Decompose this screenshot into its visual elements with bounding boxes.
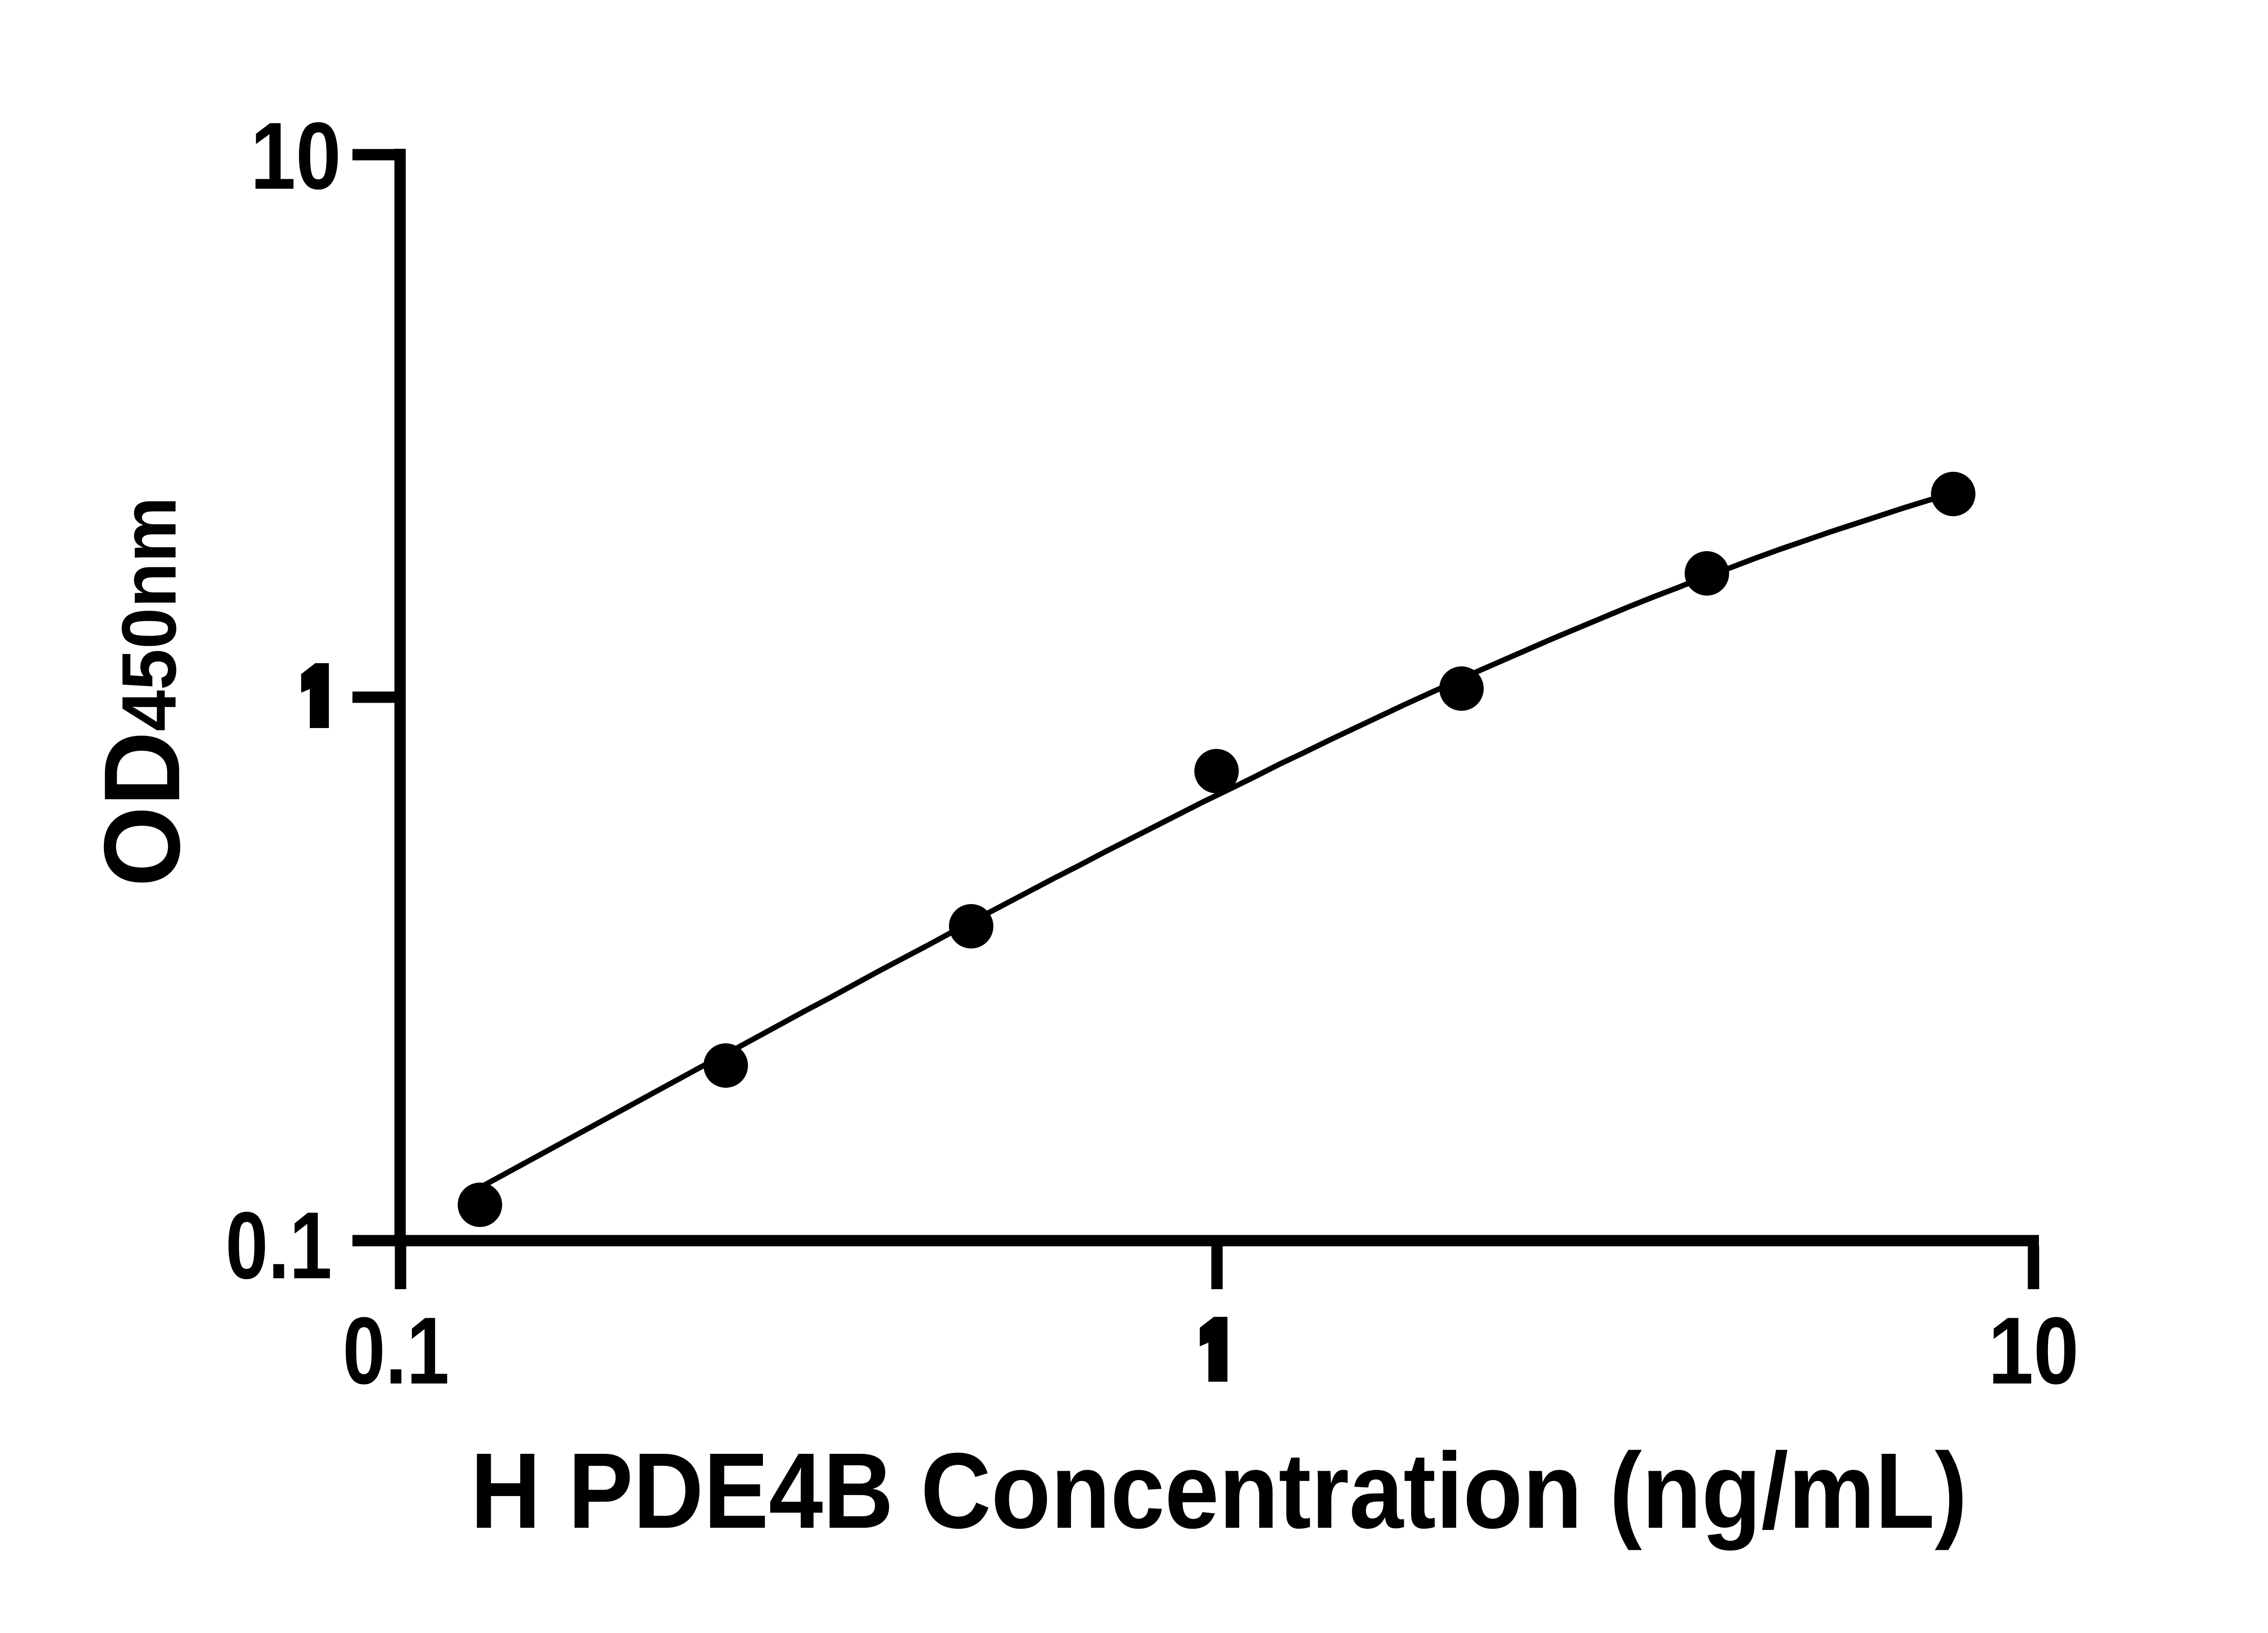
svg-text:0.1: 0.1 xyxy=(225,1192,332,1299)
svg-text:OD450nm: OD450nm xyxy=(82,497,202,887)
svg-text:0.1: 0.1 xyxy=(343,1297,450,1404)
svg-text:10: 10 xyxy=(1988,1297,2079,1404)
svg-text:H PDE4B Concentration (ng/mL): H PDE4B Concentration (ng/mL) xyxy=(470,1431,1967,1551)
svg-text:10: 10 xyxy=(250,103,341,209)
